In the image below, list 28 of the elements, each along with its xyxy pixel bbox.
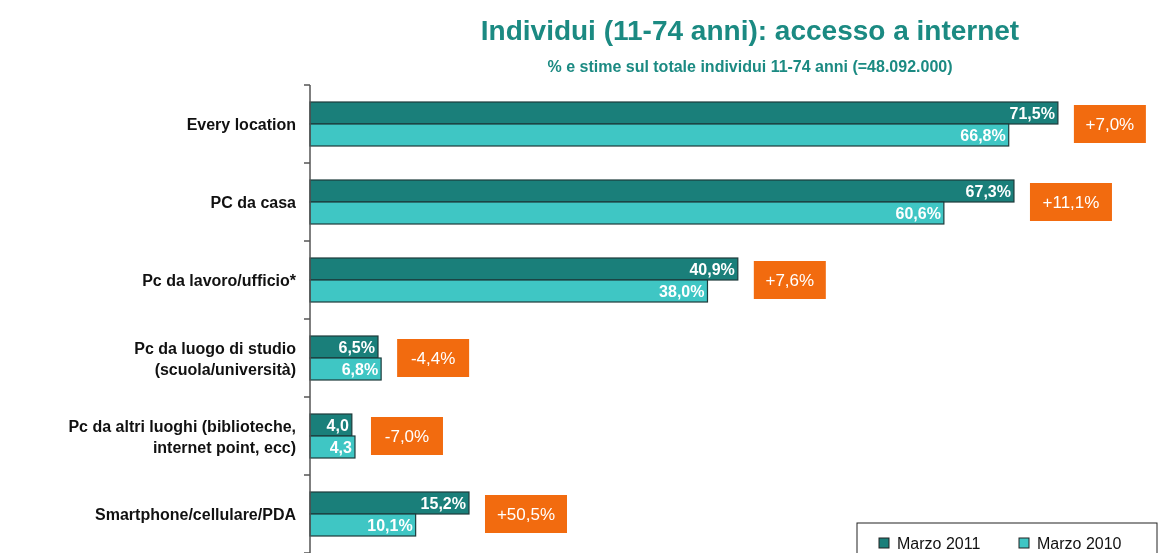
data-label: 71,5% (1009, 105, 1055, 122)
annotation: -7,0% (384, 427, 430, 446)
data-label: 4,0 (326, 417, 349, 434)
annotation: +50,5% (496, 505, 556, 524)
legend-label: Marzo 2010 (1037, 535, 1122, 552)
annotation: +11,1% (1042, 193, 1100, 212)
chart-subtitle: % e stime sul totale individui 11-74 anni (=48.092.000) (547, 58, 953, 75)
legend-label: Marzo 2011 (897, 535, 981, 552)
y-tick-label: Pc da lavoro/ufficio* (142, 272, 297, 289)
data-label: 40,9% (689, 261, 735, 278)
y-tick-label: PC da casa (210, 194, 297, 211)
data-label: 4,3 (329, 439, 353, 456)
data-label: 67,3% (965, 183, 1011, 200)
data-label: 6,5% (338, 339, 375, 356)
annotation: -4,4% (410, 349, 456, 368)
y-tick-label: Pc da altri luoghi (biblioteche, internet point, ecc) (68, 418, 296, 456)
y-tick-label: Smartphone/cellulare/PDA (95, 506, 297, 523)
data-label: 60,6% (895, 205, 941, 222)
text: +7,0% (1085, 115, 1135, 134)
data-label: 38,0% (659, 283, 705, 300)
chart-title: Individui (11-74 anni): accesso a internet (480, 15, 1020, 46)
data-label: 15,2% (420, 495, 466, 512)
y-tick-label: Every location (186, 116, 296, 133)
annotation: +7,6% (765, 271, 815, 290)
data-label: 66,8% (960, 127, 1006, 144)
data-label: 6,8% (341, 361, 379, 378)
data-label: 10,1% (367, 517, 413, 534)
y-tick-label: Pc da luogo di studio (scuola/università) (134, 340, 297, 378)
